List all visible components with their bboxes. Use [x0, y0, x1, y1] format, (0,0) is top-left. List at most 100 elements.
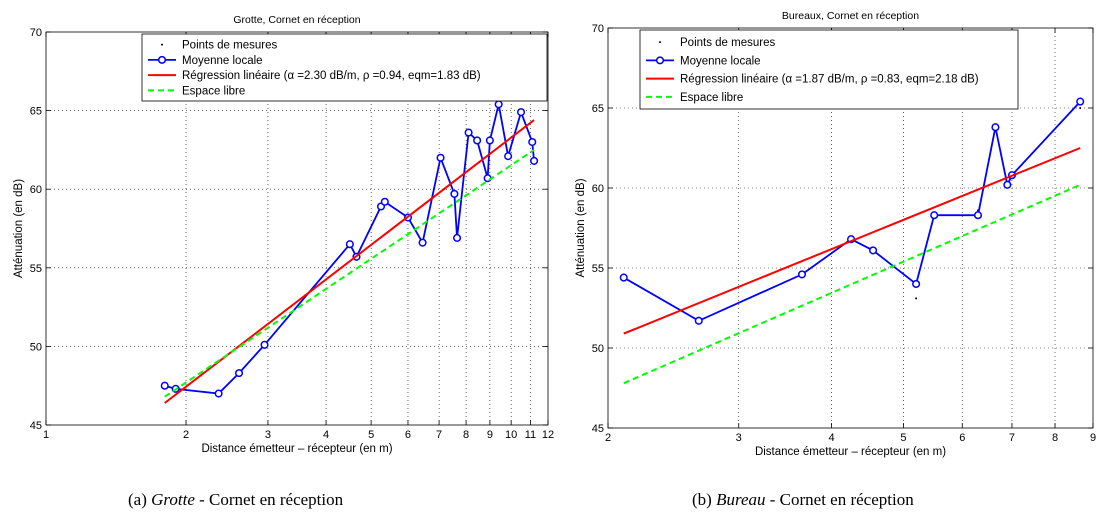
- local-mean-point: [418, 238, 427, 247]
- local-mean-point: [345, 240, 354, 249]
- legend-label: Points de mesures: [182, 40, 277, 52]
- x-tick-label: 4: [828, 432, 834, 444]
- caption-rest: - Cornet en réception: [194, 490, 344, 509]
- x-tick-label: 12: [542, 429, 554, 441]
- x-axis-label: Distance émetteur – récepteur (en m): [755, 446, 946, 458]
- legend-label: Moyenne locale: [182, 55, 263, 67]
- local-mean-point: [160, 381, 169, 390]
- x-tick-label: 8: [1052, 432, 1058, 444]
- free-space-line: [164, 149, 535, 398]
- caption-letter: (b): [692, 490, 717, 509]
- caption-b: (b) Bureau - Cornet en réception: [692, 490, 914, 510]
- legend-label: Espace libre: [680, 92, 743, 104]
- local-mean-point: [797, 270, 807, 279]
- legend-label: Régression linéaire (α =2.30 dB/m, ρ =0.…: [182, 70, 481, 82]
- local-mean-point: [694, 316, 703, 325]
- x-tick-label: 1: [43, 429, 49, 441]
- local-mean-point: [530, 156, 539, 165]
- y-axis-label: Atténuation (en dB): [575, 178, 587, 277]
- measurement-point: [1079, 107, 1082, 109]
- local-mean-point: [516, 108, 526, 117]
- regression-line: [623, 147, 1081, 335]
- legend: Points de mesures Moyenne locale Régressio…: [639, 29, 1019, 110]
- local-mean-point: [1076, 97, 1085, 106]
- local-mean-point: [912, 279, 921, 289]
- legend-label: Moyenne locale: [680, 55, 761, 67]
- local-mean-point: [494, 100, 503, 109]
- local-mean-point: [973, 211, 983, 220]
- legend-swatch-marker: [655, 56, 665, 65]
- y-tick-label: 50: [30, 341, 42, 353]
- x-tick-label: 11: [525, 429, 536, 441]
- caption-a: (a) Grotte - Cornet en réception: [128, 490, 343, 510]
- y-tick-label: 70: [30, 27, 42, 39]
- measurement-point: [915, 297, 918, 300]
- x-tick-label: 7: [1009, 432, 1015, 444]
- x-tick-label: 5: [900, 432, 906, 444]
- caption-letter: (a): [128, 490, 152, 509]
- legend-box: [141, 33, 548, 102]
- y-tick-label: 45: [30, 420, 42, 432]
- x-tick-label: 3: [265, 429, 271, 441]
- legend: Points de mesures Moyenne locale Régressio…: [141, 33, 548, 102]
- y-tick-label: 45: [592, 423, 604, 435]
- legend-label: Régression linéaire (α =1.87 dB/m, ρ =0.…: [680, 74, 979, 86]
- local-mean-point: [504, 152, 513, 161]
- x-tick-label: 5: [368, 429, 374, 441]
- y-tick-label: 70: [592, 23, 604, 35]
- x-tick-label: 3: [736, 432, 742, 444]
- local-mean-point: [453, 233, 462, 242]
- local-mean-point: [869, 246, 878, 255]
- x-tick-label: 6: [405, 429, 411, 441]
- x-tick-label: 10: [505, 429, 517, 441]
- y-tick-label: 60: [30, 184, 42, 196]
- y-tick-label: 60: [592, 183, 604, 195]
- x-tick-label: 8: [463, 429, 469, 441]
- y-tick-label: 65: [30, 106, 42, 118]
- y-tick-label: 55: [592, 263, 604, 275]
- x-tick-label: 4: [323, 429, 329, 441]
- y-tick-label: 55: [30, 263, 42, 275]
- axes-box: [607, 27, 1094, 429]
- local-mean-point: [380, 197, 389, 206]
- x-tick-label: 2: [605, 432, 611, 444]
- x-tick-label: 2: [183, 429, 189, 441]
- local-mean-point: [528, 137, 537, 147]
- axes-box: [45, 31, 549, 426]
- legend-swatch-points: [659, 41, 661, 44]
- local-mean-point: [214, 389, 223, 398]
- local-mean-point: [991, 123, 1000, 132]
- y-tick-label: 65: [592, 103, 604, 115]
- local-mean-point: [464, 128, 473, 137]
- local-mean-point: [619, 273, 628, 282]
- chart-title: Bureaux, Cornet en réception: [782, 10, 919, 22]
- y-tick-label: 50: [592, 343, 604, 355]
- local-mean-point: [485, 136, 494, 145]
- legend-label: Espace libre: [182, 85, 245, 97]
- caption-site: Grotte: [151, 490, 195, 509]
- x-tick-label: 9: [487, 429, 493, 441]
- free-space-line: [623, 183, 1081, 385]
- local-mean-point: [473, 136, 482, 145]
- x-tick-label: 7: [436, 429, 442, 441]
- legend-swatch-points: [161, 43, 163, 46]
- local-mean-point: [1003, 180, 1012, 189]
- caption-rest: - Cornet en réception: [765, 490, 914, 509]
- chart-title: Grotte, Cornet en réception: [233, 14, 360, 26]
- legend-label: Points de mesures: [680, 37, 775, 49]
- caption-site: Bureau: [716, 490, 766, 509]
- local-mean-point: [436, 153, 445, 162]
- legend-swatch-marker: [157, 55, 167, 64]
- y-axis-label: Atténuation (en dB): [13, 179, 25, 278]
- local-mean-point: [260, 340, 269, 349]
- local-mean-point: [930, 211, 939, 220]
- x-tick-label: 6: [959, 432, 965, 444]
- x-tick-label: 9: [1090, 432, 1096, 444]
- local-mean-point: [450, 189, 459, 198]
- local-mean-point: [234, 369, 244, 378]
- legend-box: [639, 29, 1019, 110]
- x-axis-label: Distance émetteur – récepteur (en m): [201, 443, 392, 455]
